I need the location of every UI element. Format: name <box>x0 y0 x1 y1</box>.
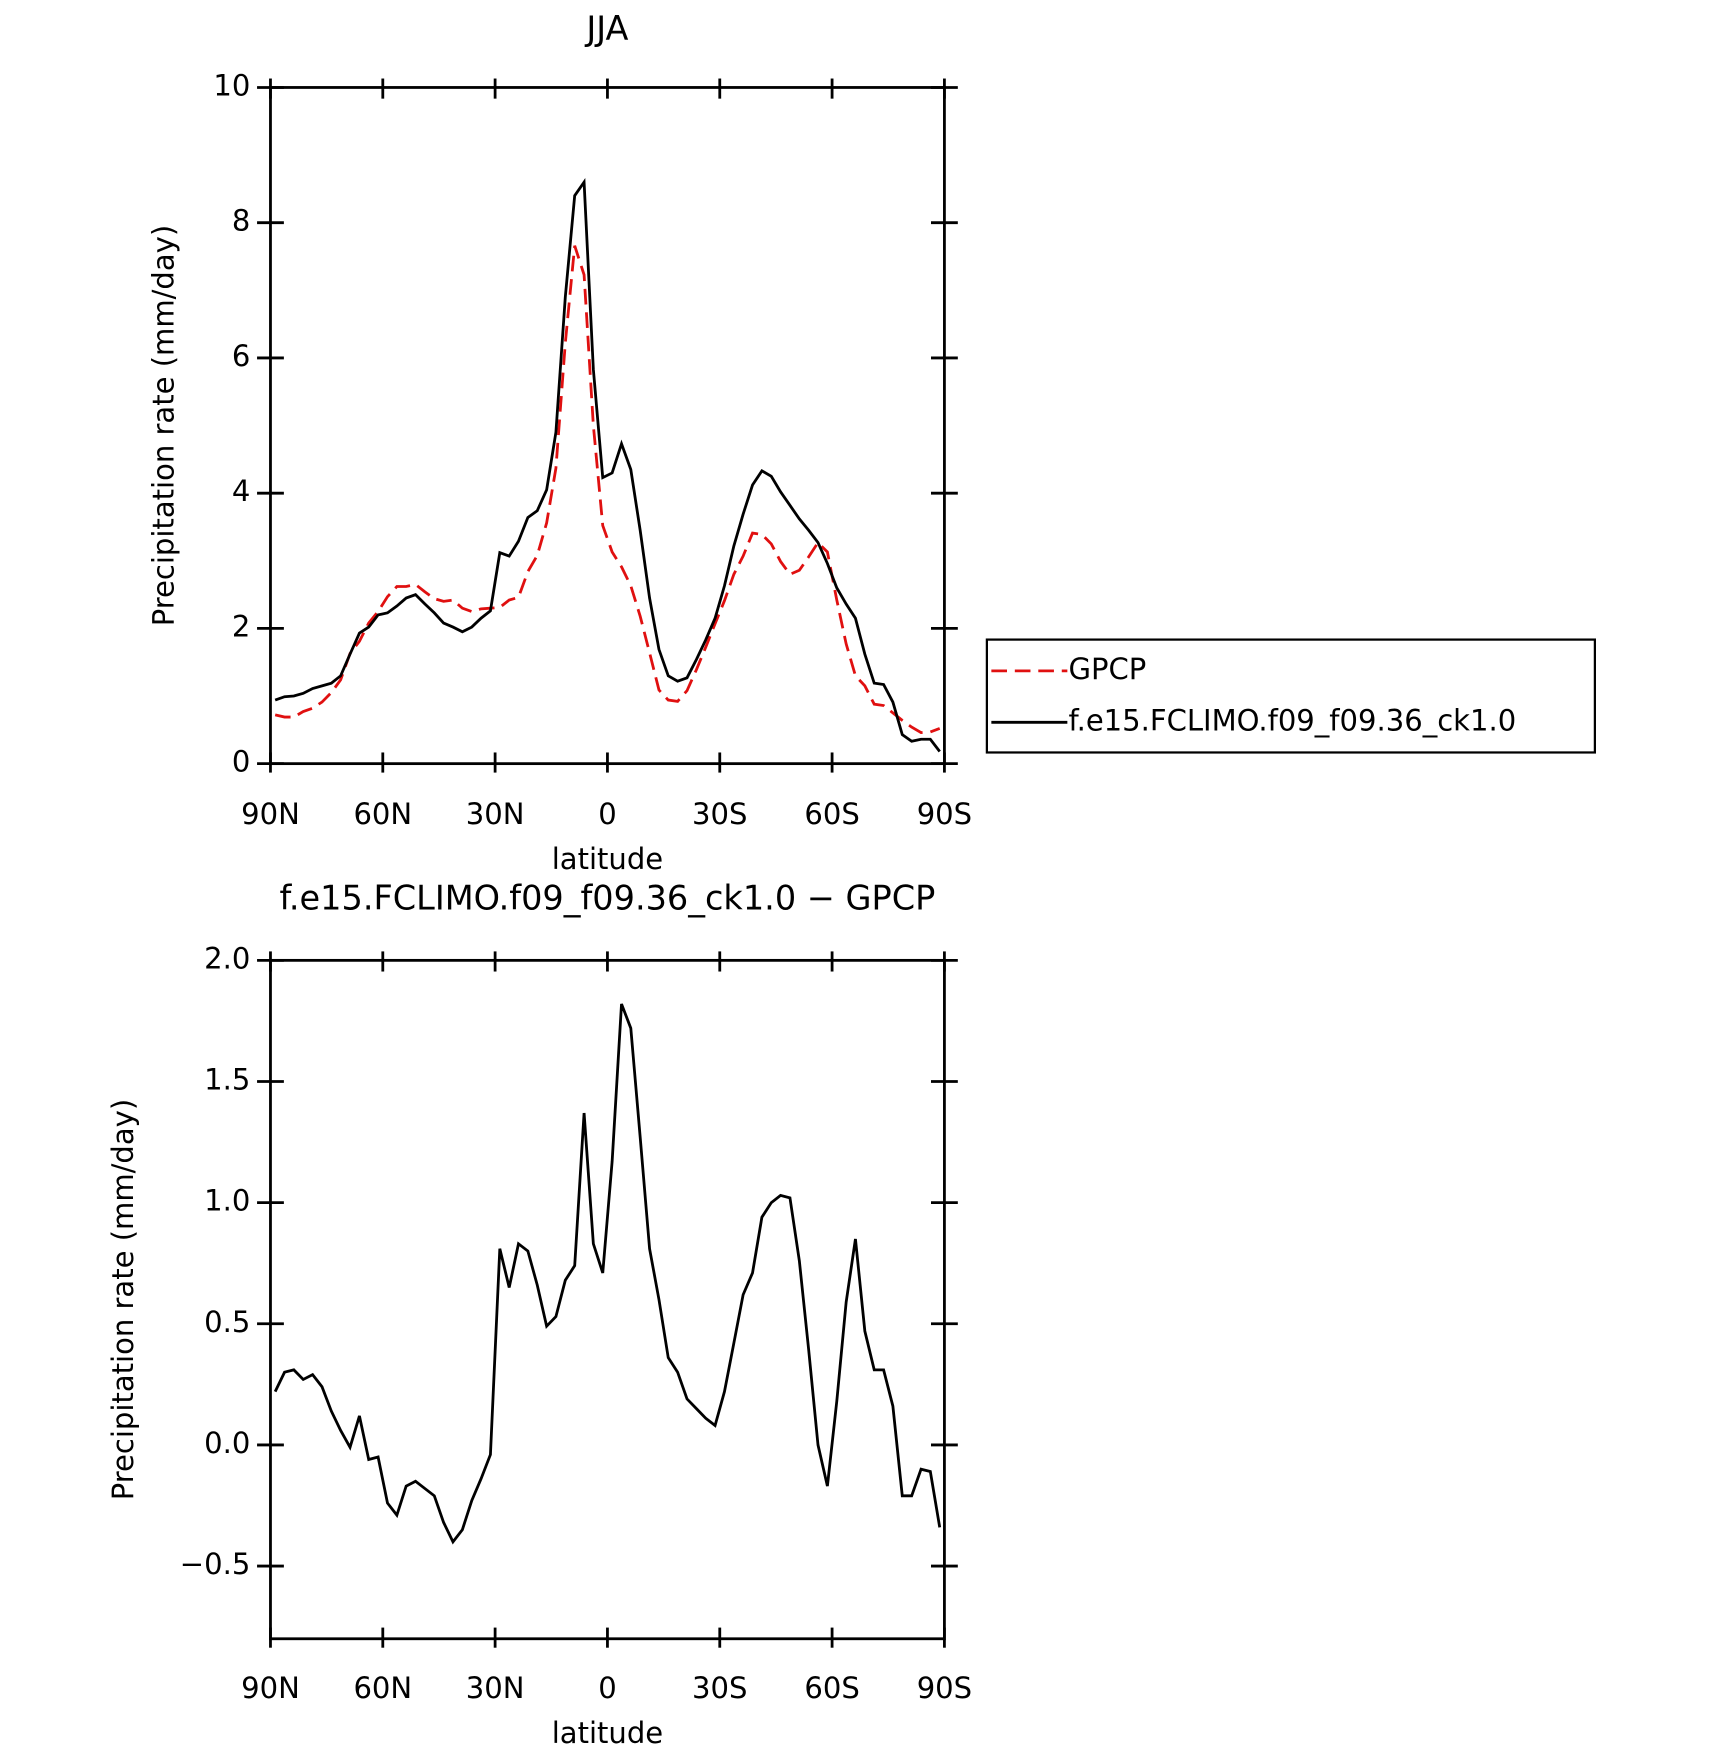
x-tick-label: 30N <box>466 797 525 831</box>
x-tick-label: 60S <box>804 797 859 831</box>
chart-title: JJA <box>584 9 628 48</box>
x-tick-label: 0 <box>598 797 616 831</box>
y-axis-label: Precipitation rate (mm/day) <box>146 225 180 627</box>
x-tick-label: 60N <box>353 797 412 831</box>
y-tick-label: 4 <box>232 474 250 508</box>
y-tick-label: 0 <box>232 745 250 779</box>
x-axis-label: latitude <box>552 1716 663 1750</box>
y-tick-label: 1.5 <box>204 1062 250 1096</box>
legend-box <box>985 638 1596 754</box>
y-tick-label: 0.5 <box>204 1305 250 1339</box>
x-tick-label: 60S <box>804 1671 859 1705</box>
chart-title: f.e15.FCLIMO.f09_f09.36_ck1.0 − GPCP <box>280 878 936 917</box>
legend-label: GPCP <box>1068 652 1146 686</box>
y-axis-label: Precipitation rate (mm/day) <box>106 1099 140 1501</box>
x-tick-label: 30N <box>466 1671 525 1705</box>
series-line <box>274 177 941 753</box>
y-tick-label: 0.0 <box>204 1426 250 1460</box>
x-tick-label: 90N <box>241 1671 300 1705</box>
x-tick-label: 90S <box>917 797 972 831</box>
series-line <box>273 1003 942 1545</box>
y-tick-label: 8 <box>232 204 250 238</box>
x-tick-label: 30S <box>692 1671 747 1705</box>
y-tick-label: 6 <box>232 339 250 373</box>
y-tick-label: 1.0 <box>204 1184 250 1218</box>
x-tick-label: 0 <box>598 1671 616 1705</box>
y-tick-label: 10 <box>213 68 250 102</box>
plot-frame <box>269 958 946 1641</box>
legend-label: f.e15.FCLIMO.f09_f09.36_ck1.0 <box>1068 703 1516 737</box>
x-tick-label: 30S <box>692 797 747 831</box>
x-axis-label: latitude <box>552 842 663 876</box>
x-tick-label: 90N <box>241 797 300 831</box>
y-tick-label: −0.5 <box>180 1547 251 1581</box>
y-tick-label: 2.0 <box>204 941 250 975</box>
plot-frame <box>269 86 946 766</box>
x-tick-label: 60N <box>353 1671 412 1705</box>
series-line <box>274 245 941 735</box>
y-tick-label: 2 <box>232 609 250 643</box>
x-tick-label: 90S <box>917 1671 972 1705</box>
